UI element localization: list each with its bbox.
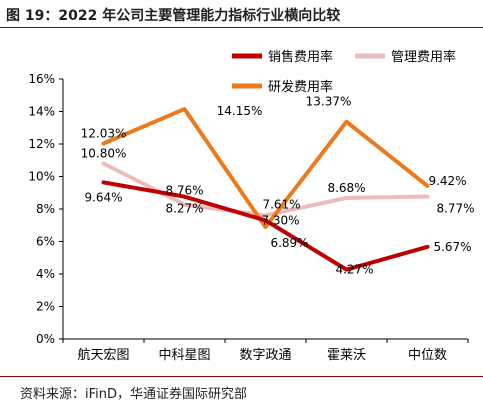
- y-tick-label: 16%: [28, 72, 55, 86]
- data-label: 8.76%: [165, 184, 203, 198]
- data-label: 7.61%: [262, 197, 300, 211]
- y-tick-label: 12%: [28, 137, 55, 151]
- data-label: 9.64%: [84, 190, 122, 204]
- legend-label: 销售费用率: [268, 49, 333, 65]
- x-tick-label: 中科星图: [158, 348, 210, 363]
- series-line-3: [101, 107, 430, 230]
- data-label: 10.80%: [81, 147, 127, 161]
- x-tick-label: 中位数: [408, 348, 447, 363]
- x-tick-label: 数字政通: [239, 348, 291, 363]
- y-tick-label: 8%: [36, 202, 55, 216]
- data-label: 8.68%: [327, 181, 365, 195]
- top-rule: [0, 27, 483, 28]
- source-note: 资料来源：iFinD，华通证券国际研究部: [20, 387, 248, 402]
- data-label: 13.37%: [306, 95, 352, 109]
- y-tick-label: 6%: [36, 235, 55, 249]
- x-tick-label: 航天宏图: [77, 347, 129, 363]
- data-label: 5.67%: [433, 240, 471, 254]
- y-tick-label: 10%: [28, 170, 55, 184]
- series-line-1: [101, 180, 430, 272]
- x-tick-label: 霍莱沃: [327, 348, 366, 363]
- y-tick-label: 4%: [36, 267, 55, 281]
- y-tick-label: 0%: [36, 332, 55, 346]
- legend-label: 研发费用率: [268, 79, 333, 95]
- data-label: 8.77%: [436, 201, 474, 215]
- bottom-rule: [0, 376, 483, 377]
- figure-title: 图 19：2022 年公司主要管理能力指标行业横向比较: [6, 8, 341, 24]
- data-label: 12.03%: [81, 127, 127, 141]
- data-label: 4.27%: [335, 263, 373, 277]
- y-tick-label: 2%: [36, 300, 55, 314]
- data-label: 6.89%: [270, 236, 308, 250]
- data-label: 14.15%: [217, 104, 263, 118]
- y-tick-label: 14%: [28, 105, 55, 119]
- data-label: 7.30%: [261, 213, 299, 227]
- data-label: 8.27%: [165, 202, 203, 216]
- data-label: 9.42%: [428, 174, 466, 188]
- legend-label: 管理费用率: [391, 49, 456, 65]
